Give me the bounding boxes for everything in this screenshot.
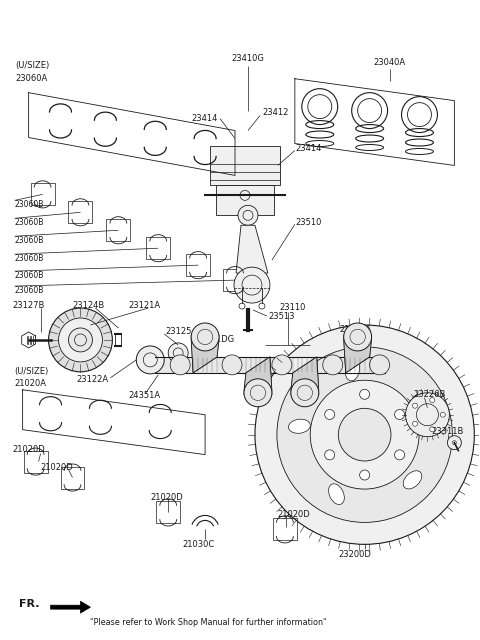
Text: 21020A: 21020A [15,380,47,388]
Circle shape [395,410,405,419]
Text: 23410G: 23410G [231,54,264,63]
Circle shape [338,408,391,461]
Bar [156,502,180,524]
Text: 23110: 23110 [280,303,306,312]
Circle shape [244,379,272,407]
Polygon shape [191,339,219,373]
Polygon shape [291,357,319,391]
Circle shape [344,323,372,351]
Circle shape [323,355,343,375]
Text: 21020D: 21020D [41,463,73,472]
Text: 21020D: 21020D [150,493,183,502]
Ellipse shape [329,484,344,504]
Circle shape [168,343,188,363]
Circle shape [69,328,93,352]
Circle shape [412,403,418,408]
Ellipse shape [412,395,432,411]
Bar [146,237,170,259]
Text: FR.: FR. [19,599,39,609]
Circle shape [406,393,449,436]
Circle shape [136,346,164,374]
Bar [69,202,93,223]
Text: 23414: 23414 [296,144,322,153]
Text: 21030C: 21030C [182,540,214,549]
Text: 23414: 23414 [192,114,218,123]
Text: 23124B: 23124B [72,301,105,310]
Circle shape [370,355,390,375]
Ellipse shape [288,419,310,433]
Circle shape [447,436,461,450]
Ellipse shape [403,471,422,489]
Circle shape [430,427,435,432]
Circle shape [277,347,452,522]
Text: 23121A: 23121A [128,301,160,310]
Text: 23060B: 23060B [15,253,44,262]
Text: 23513: 23513 [268,312,294,321]
Circle shape [272,355,292,375]
Bar [107,220,130,241]
Ellipse shape [345,359,360,381]
Polygon shape [244,357,272,391]
Polygon shape [244,357,272,395]
Circle shape [222,355,242,375]
Circle shape [360,389,370,399]
Bar [31,184,55,205]
Bar [210,145,280,186]
Circle shape [234,267,270,303]
Circle shape [170,355,190,375]
Text: 23127B: 23127B [12,301,45,310]
Circle shape [191,323,219,351]
Circle shape [430,397,435,403]
Text: 23125: 23125 [165,328,192,337]
Text: 23311B: 23311B [432,427,464,436]
Text: 23060B: 23060B [15,271,44,280]
Circle shape [48,308,112,372]
Circle shape [310,380,419,489]
Bar [223,269,247,291]
Text: 23412: 23412 [262,108,288,117]
Polygon shape [291,357,319,395]
Text: 21121A: 21121A [340,326,372,335]
Circle shape [291,379,319,407]
Circle shape [238,205,258,225]
Circle shape [59,318,102,362]
Text: 23060B: 23060B [15,200,44,209]
Circle shape [324,410,335,419]
Text: (U/SIZE): (U/SIZE) [16,61,50,70]
Polygon shape [236,225,268,273]
Text: 23060A: 23060A [16,74,48,83]
Bar [273,518,297,540]
Text: 23040A: 23040A [373,58,406,67]
Polygon shape [344,335,372,373]
Circle shape [440,412,445,417]
Text: 23226B: 23226B [413,390,446,399]
Text: "Please refer to Work Shop Manual for further information": "Please refer to Work Shop Manual for fu… [90,618,327,627]
Text: 23060B: 23060B [15,285,44,294]
Polygon shape [344,339,372,373]
Bar [186,254,210,276]
Text: 23122A: 23122A [76,375,108,385]
Circle shape [395,450,405,460]
Text: 23510: 23510 [296,218,322,227]
Circle shape [255,325,474,545]
Bar [216,186,274,215]
Circle shape [360,470,370,480]
Text: 21020D: 21020D [12,445,46,454]
Text: (U/SIZE): (U/SIZE) [15,367,49,376]
Text: 21020D: 21020D [278,510,311,519]
Polygon shape [191,335,219,373]
Text: 24351A: 24351A [128,391,160,400]
Bar [24,451,48,472]
Circle shape [324,450,335,460]
Circle shape [412,421,418,426]
Text: 1601DG: 1601DG [200,335,234,344]
Bar [60,467,84,488]
Polygon shape [50,601,90,613]
Text: 23200D: 23200D [338,550,371,559]
Text: 23060B: 23060B [15,236,44,244]
Text: 23060B: 23060B [15,218,44,227]
